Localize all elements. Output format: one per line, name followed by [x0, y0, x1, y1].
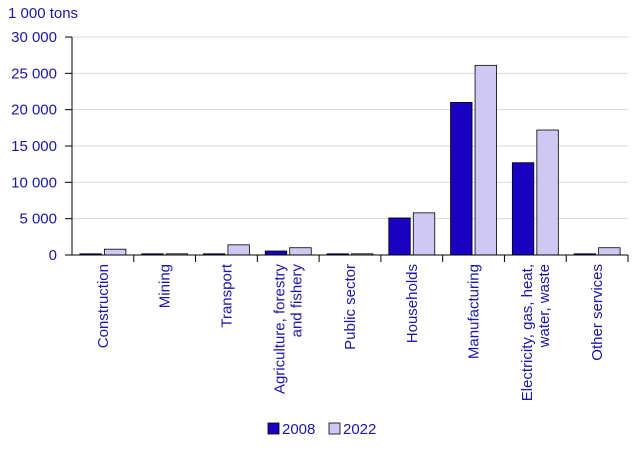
legend-swatch-2008	[267, 422, 280, 435]
y-axis-ticks: 0 5 000 10 000 15 000 20 000 25 000 30 000	[11, 29, 73, 264]
x-tick-label-line: water, waste	[536, 264, 553, 348]
x-tick-label: Public sector	[342, 264, 359, 350]
bar-2022	[227, 244, 250, 256]
x-tick-label-line: Manufacturing	[466, 264, 483, 359]
x-tick-label-line: Construction	[95, 264, 112, 348]
x-tick-label-line: and fishery	[289, 264, 306, 338]
x-tick-label: Manufacturing	[466, 264, 483, 359]
x-tick-label-text: Mining	[157, 264, 174, 308]
x-tick-label-line: Mining	[157, 264, 174, 308]
y-tick-label: 15 000	[11, 138, 57, 155]
bar-2022	[598, 247, 621, 256]
x-tick-label-text: Construction	[95, 264, 112, 348]
bar-2022	[474, 64, 497, 256]
x-tick-label: Agriculture, forestryand fishery	[272, 264, 306, 395]
x-tick-label: Electricity, gas, heat,water, waste	[519, 264, 553, 401]
x-tick-label-text: Other services	[589, 264, 606, 361]
legend-swatch-2022	[328, 422, 341, 435]
y-tick-label: 0	[49, 247, 57, 264]
bar-2008	[450, 102, 473, 256]
x-tick-label-text: Electricity, gas, heat,water, waste	[519, 264, 553, 401]
legend: 2008 2022	[267, 421, 376, 438]
bar-2022	[289, 247, 312, 256]
y-axis-label: 1 000 tons	[8, 5, 78, 22]
x-tick-label-text: Public sector	[342, 264, 359, 350]
bar-2022	[536, 129, 559, 256]
gridlines	[72, 36, 628, 220]
bar-2008	[511, 162, 535, 256]
y-tick-label: 30 000	[11, 29, 57, 46]
bars	[79, 64, 621, 256]
y-tick-label: 10 000	[11, 174, 57, 191]
x-tick-label-text: Manufacturing	[466, 264, 483, 359]
bar-2008	[264, 250, 288, 256]
x-tick-label-text: Agriculture, forestryand fishery	[272, 264, 306, 395]
x-tick-label: Construction	[95, 264, 112, 348]
bar-2022	[412, 212, 436, 256]
x-tick-label-line: Households	[404, 264, 421, 343]
x-tick-label-line: Agriculture, forestry	[272, 264, 289, 395]
bar-2008	[388, 217, 411, 256]
x-tick-label-line: Transport	[218, 263, 235, 327]
x-tick-label: Other services	[589, 264, 606, 361]
x-tick-label-text: Transport	[218, 263, 235, 327]
x-tick-label-line: Electricity, gas, heat,	[519, 264, 536, 401]
legend-label-2022: 2022	[343, 421, 376, 438]
y-tick-label: 5 000	[19, 211, 57, 228]
legend-label-2008: 2008	[282, 421, 315, 438]
y-tick-label: 25 000	[11, 65, 57, 82]
x-tick-label: Households	[404, 264, 421, 343]
x-tick-label: Transport	[218, 263, 235, 327]
x-tick-label-line: Public sector	[342, 264, 359, 350]
y-tick-label: 20 000	[11, 102, 57, 119]
x-tick-label: Mining	[157, 264, 174, 308]
x-tick-label-text: Households	[404, 264, 421, 343]
bar-2022	[103, 248, 127, 256]
x-axis-labels: Construction Mining Transport Agriculture, …	[95, 255, 629, 401]
x-tick-label-line: Other services	[589, 264, 606, 361]
